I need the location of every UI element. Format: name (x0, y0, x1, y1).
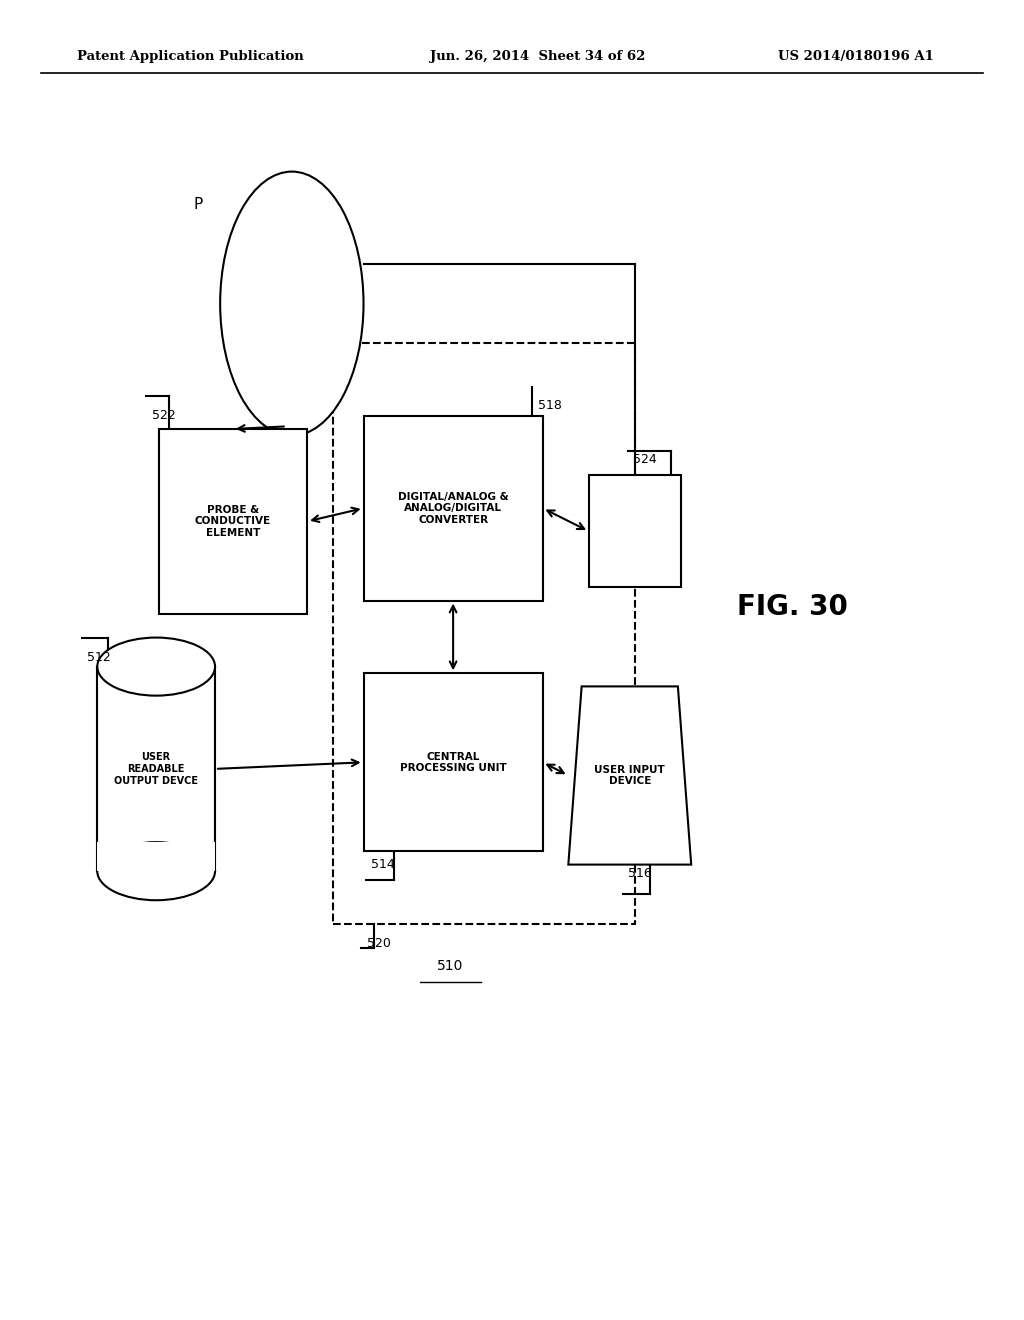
Text: 512: 512 (87, 651, 111, 664)
Ellipse shape (97, 638, 215, 696)
Text: CENTRAL
PROCESSING UNIT: CENTRAL PROCESSING UNIT (399, 751, 507, 774)
Text: 518: 518 (538, 399, 561, 412)
Text: 510: 510 (437, 960, 464, 973)
Text: 514: 514 (371, 858, 394, 871)
Text: USER INPUT
DEVICE: USER INPUT DEVICE (594, 764, 666, 787)
Text: P: P (193, 197, 203, 213)
Bar (333, 343, 635, 924)
Text: US 2014/0180196 A1: US 2014/0180196 A1 (778, 50, 934, 63)
Text: FIG. 30: FIG. 30 (737, 593, 848, 622)
Bar (589, 475, 681, 587)
Text: DIGITAL/ANALOG &
ANALOG/DIGITAL
CONVERTER: DIGITAL/ANALOG & ANALOG/DIGITAL CONVERTE… (397, 491, 509, 525)
Polygon shape (568, 686, 691, 865)
Bar (159, 429, 307, 614)
Bar (364, 673, 543, 851)
Text: 520: 520 (367, 937, 390, 950)
Text: 516: 516 (628, 867, 651, 880)
Text: 524: 524 (633, 453, 656, 466)
Text: PROBE &
CONDUCTIVE
ELEMENT: PROBE & CONDUCTIVE ELEMENT (195, 504, 271, 539)
Text: 522: 522 (152, 409, 175, 422)
Bar (364, 416, 543, 601)
Ellipse shape (220, 172, 364, 436)
Text: Patent Application Publication: Patent Application Publication (77, 50, 303, 63)
Bar (97, 842, 215, 871)
Ellipse shape (97, 842, 215, 900)
Text: USER
READABLE
OUTPUT DEVCE: USER READABLE OUTPUT DEVCE (114, 752, 199, 785)
Text: Jun. 26, 2014  Sheet 34 of 62: Jun. 26, 2014 Sheet 34 of 62 (430, 50, 645, 63)
